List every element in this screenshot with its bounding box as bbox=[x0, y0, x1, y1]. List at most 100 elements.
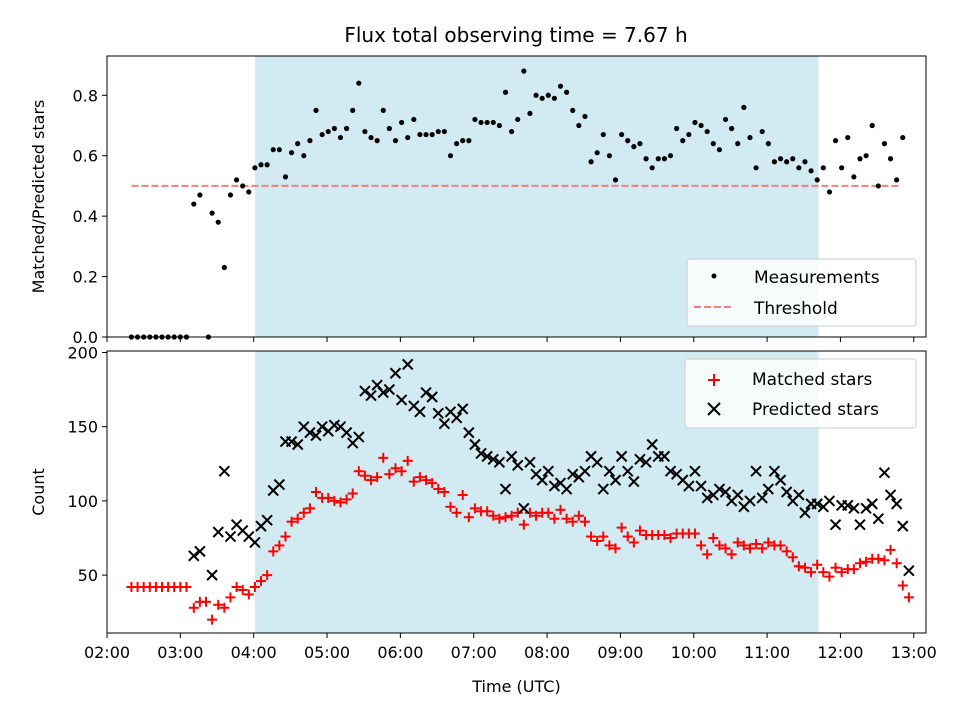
predicted-star-point bbox=[603, 465, 616, 477]
predicted-star-point bbox=[823, 495, 836, 507]
measurement-point bbox=[619, 131, 625, 138]
predicted-star-point bbox=[622, 465, 634, 477]
measurement-point bbox=[588, 159, 594, 165]
matched-star-point bbox=[543, 507, 554, 518]
measurement-point bbox=[771, 159, 778, 165]
matched-star-point bbox=[622, 531, 633, 542]
matched-star-point bbox=[427, 478, 438, 489]
measurement-point bbox=[551, 95, 557, 101]
matched-star-point bbox=[366, 475, 377, 486]
predicted-star-point bbox=[512, 459, 524, 471]
matched-star-point bbox=[390, 463, 401, 474]
predicted-star-point bbox=[499, 483, 512, 495]
matched-star-point bbox=[421, 475, 432, 486]
measurement-point bbox=[894, 177, 900, 183]
predicted-star-point bbox=[640, 456, 652, 469]
legend-threshold-label: Threshold bbox=[753, 299, 838, 319]
y-tick-label: 0.0 bbox=[73, 328, 98, 347]
predicted-star-point bbox=[732, 489, 744, 501]
measurement-point bbox=[460, 138, 466, 144]
count-legend-box bbox=[684, 358, 917, 429]
measurement-point bbox=[362, 128, 368, 135]
matched-star-point bbox=[812, 559, 823, 570]
measurement-point bbox=[631, 144, 637, 150]
measurement-point bbox=[252, 165, 258, 171]
measurement-point bbox=[643, 156, 649, 162]
measurement-point bbox=[570, 107, 576, 113]
measurement-point bbox=[863, 153, 869, 159]
matched-star-point bbox=[879, 555, 890, 566]
matched-star-point bbox=[219, 602, 230, 613]
measurement-point bbox=[881, 141, 888, 147]
matched-star-point bbox=[806, 567, 817, 578]
measurement-point bbox=[386, 125, 392, 132]
matched-star-point bbox=[604, 540, 615, 551]
measurement-point bbox=[777, 156, 784, 162]
matched-star-point bbox=[885, 544, 896, 555]
x-tick-label: 13:00 bbox=[891, 643, 937, 662]
matched-star-point bbox=[616, 522, 627, 533]
matched-star-point bbox=[500, 512, 511, 523]
measurement-point bbox=[258, 162, 264, 168]
measurement-point bbox=[496, 122, 502, 129]
x-tick-label: 03:00 bbox=[157, 643, 203, 662]
measurement-point bbox=[295, 141, 301, 147]
measurement-point bbox=[710, 141, 716, 147]
predicted-star-point bbox=[799, 507, 811, 519]
predicted-star-point bbox=[560, 483, 573, 495]
x-tick-label: 10:00 bbox=[671, 643, 717, 662]
predicted-star-point bbox=[628, 475, 640, 488]
matched-star-point bbox=[243, 589, 254, 600]
measurement-point bbox=[417, 131, 423, 138]
predicted-star-point bbox=[291, 438, 304, 451]
x-tick-label: 04:00 bbox=[231, 643, 277, 662]
matched-star-point bbox=[323, 492, 334, 503]
predicted-star-point bbox=[854, 518, 866, 531]
measurement-point bbox=[221, 264, 227, 271]
measurement-point bbox=[264, 162, 270, 168]
predicted-star-point bbox=[194, 545, 206, 558]
measurement-point bbox=[674, 125, 680, 132]
measurement-point bbox=[784, 159, 790, 165]
predicted-star-point bbox=[768, 465, 781, 477]
matched-star-point bbox=[824, 571, 835, 582]
predicted-star-point bbox=[273, 478, 286, 491]
matched-star-point bbox=[689, 528, 700, 539]
matched-star-point bbox=[897, 580, 908, 591]
predicted-star-point bbox=[695, 480, 707, 492]
matched-star-point bbox=[274, 540, 285, 551]
matched-star-point bbox=[231, 581, 242, 592]
matched-star-point bbox=[207, 614, 218, 625]
measurement-point bbox=[667, 153, 674, 159]
ratio-legend: Measurements Threshold bbox=[686, 258, 917, 327]
legend-measurements-label: Measurements bbox=[754, 268, 880, 288]
measurement-point bbox=[851, 174, 857, 180]
count-panel: 50 100 150 200 02:00 03:00 04:00 05:00 06:00 07:… bbox=[29, 343, 937, 696]
matched-star-point bbox=[237, 584, 248, 595]
measurement-point bbox=[808, 168, 814, 174]
matched-star-point bbox=[256, 576, 267, 587]
legend-predicted-label: Predicted stars bbox=[752, 400, 879, 420]
matched-star-point bbox=[787, 552, 798, 563]
measurement-point bbox=[839, 165, 845, 171]
measurement-point bbox=[478, 119, 484, 126]
measurement-point bbox=[612, 177, 619, 183]
matched-star-point bbox=[518, 519, 529, 530]
matched-star-point bbox=[445, 501, 456, 512]
measurement-point bbox=[435, 128, 441, 135]
predicted-star-point bbox=[426, 391, 438, 403]
figure-title: Flux total observing time = 7.67 h bbox=[344, 23, 687, 47]
predicted-star-point bbox=[249, 536, 261, 549]
matched-star-point bbox=[775, 540, 786, 551]
measurement-point bbox=[447, 153, 454, 159]
x-tick-label: 05:00 bbox=[304, 643, 350, 662]
predicted-star-point bbox=[884, 489, 897, 501]
x-tick-label: 09:00 bbox=[597, 643, 643, 662]
measurement-point bbox=[582, 113, 588, 120]
measurement-point bbox=[325, 128, 331, 135]
predicted-star-point bbox=[860, 502, 872, 515]
legend-predicted-marker bbox=[707, 402, 721, 416]
y-tick-label: 50 bbox=[78, 566, 98, 585]
predicted-star-point bbox=[689, 465, 701, 477]
